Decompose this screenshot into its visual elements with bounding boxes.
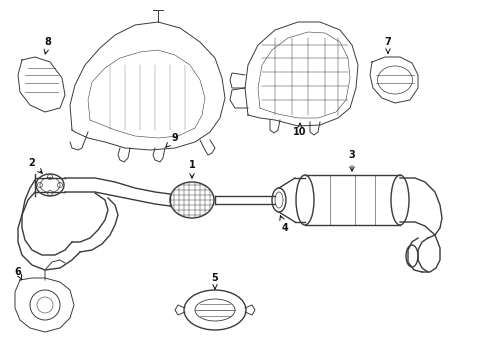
Text: 1: 1	[189, 160, 196, 178]
Text: 5: 5	[212, 273, 219, 289]
Text: 3: 3	[348, 150, 355, 171]
Text: 8: 8	[44, 37, 51, 54]
Text: 7: 7	[385, 37, 392, 53]
Text: 4: 4	[280, 216, 289, 233]
Text: 10: 10	[293, 123, 307, 137]
Text: 2: 2	[28, 158, 42, 173]
Text: 6: 6	[15, 267, 22, 280]
Text: 9: 9	[166, 133, 178, 147]
